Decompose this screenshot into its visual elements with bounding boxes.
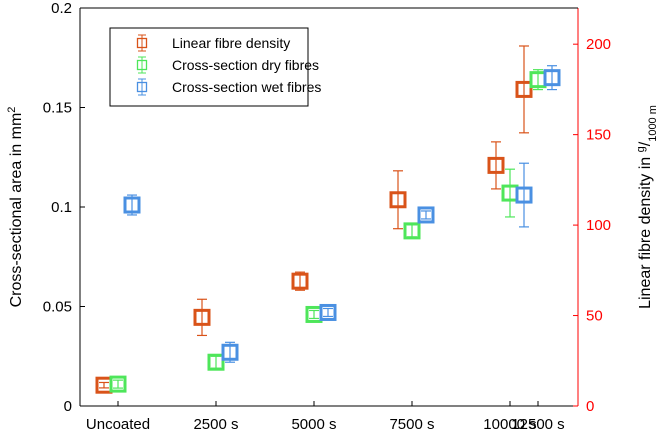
x-tick-label: 12500 s <box>511 416 564 433</box>
right-tick-label: 200 <box>586 36 611 53</box>
x-tick-label: 7500 s <box>389 416 434 433</box>
marker-square <box>221 343 239 361</box>
right-axis-label: Linear fibre density in g/1000 m <box>635 105 659 309</box>
linear-fibre-density-point <box>193 298 211 337</box>
marker-square <box>515 186 533 204</box>
cross-section-dry-fibres-point <box>403 222 421 240</box>
legend-marker <box>136 59 148 71</box>
right-axis-label-sub: 1000 m <box>647 105 659 142</box>
marker-square <box>109 375 127 393</box>
cross-section-dry-fibres-point <box>529 69 547 91</box>
x-tick-label: 2500 s <box>193 416 238 433</box>
left-tick-label: 0.15 <box>43 100 72 117</box>
marker-square <box>319 303 337 321</box>
marker-square <box>291 272 309 290</box>
legend-marker <box>136 81 148 93</box>
marker-square <box>123 196 141 214</box>
marker-square <box>193 308 211 326</box>
marker-square <box>403 222 421 240</box>
x-tick-label: 10000 s <box>483 416 536 433</box>
cross-section-wet-fibres-point <box>515 162 533 228</box>
cross-section-wet-fibres-point <box>543 65 561 91</box>
legend-marker <box>136 37 148 49</box>
linear-fibre-density-point <box>515 45 533 134</box>
data-marks <box>95 45 561 394</box>
left-tick-label: 0.05 <box>43 299 72 316</box>
right-axis-ticks: 0 50 100 150 200 <box>573 36 611 415</box>
marker-square <box>207 353 225 371</box>
left-tick-label: 0.2 <box>51 0 72 17</box>
right-axis-label-main: Linear fibre density in <box>637 152 654 309</box>
marker-square <box>487 156 505 174</box>
left-tick-label: 0 <box>64 398 72 415</box>
right-axis-label-sup: g <box>635 146 647 152</box>
linear-fibre-density-point <box>95 376 113 394</box>
cross-section-dry-fibres-point <box>501 168 519 218</box>
legend-box <box>109 27 309 107</box>
legend: Linear fibre density Cross-section dry fi… <box>109 27 321 107</box>
right-axis-label-sep: / <box>637 141 654 146</box>
cross-section-wet-fibres-point <box>123 194 141 216</box>
linear-fibre-density-point <box>291 271 309 291</box>
right-tick-label: 100 <box>586 217 611 234</box>
left-axis-ticks: 0 0.05 0.1 0.15 0.2 <box>43 0 85 415</box>
left-axis-label-sup: 2 <box>6 107 18 113</box>
legend-item-cross-section-dry-fibres: Cross-section dry fibres <box>136 56 319 74</box>
marker-square <box>389 191 407 209</box>
right-tick-label: 150 <box>586 127 611 144</box>
legend-item-cross-section-wet-fibres: Cross-section wet fibres <box>136 78 321 96</box>
cross-section-wet-fibres-point <box>417 206 435 224</box>
marker-square <box>417 206 435 224</box>
marker-square <box>515 80 533 98</box>
cross-section-wet-fibres-point <box>319 303 337 321</box>
legend-label: Cross-section dry fibres <box>172 57 319 73</box>
legend-label: Linear fibre density <box>172 35 290 51</box>
left-axis-label-main: Cross-sectional area in mm <box>8 113 25 308</box>
linear-fibre-density-point <box>389 170 407 230</box>
x-tick-label: 5000 s <box>291 416 336 433</box>
left-axis-label: Cross-sectional area in mm2 <box>6 107 25 308</box>
x-tick-label: Uncoated <box>86 416 150 433</box>
cross-section-dry-fibres-point <box>305 305 323 323</box>
cross-section-dry-fibres-point <box>207 353 225 371</box>
legend-label: Cross-section wet fibres <box>172 79 321 95</box>
left-tick-label: 0.1 <box>51 199 72 216</box>
right-tick-label: 0 <box>586 398 594 415</box>
right-tick-label: 50 <box>586 308 603 325</box>
cross-section-wet-fibres-point <box>221 341 239 363</box>
cross-section-dry-fibres-point <box>109 375 127 393</box>
linear-fibre-density-point <box>487 141 505 190</box>
marker-square <box>543 69 561 87</box>
legend-item-linear-fibre-density: Linear fibre density <box>136 34 290 52</box>
